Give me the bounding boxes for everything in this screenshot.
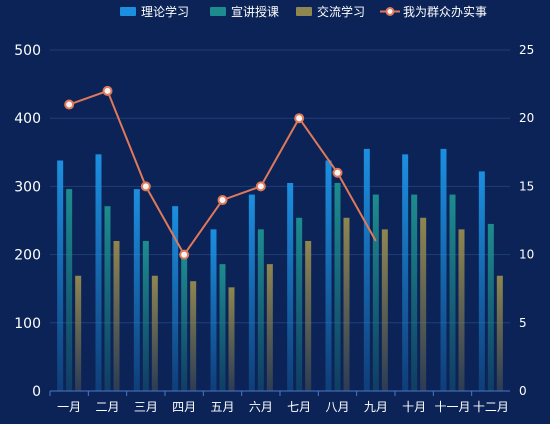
legend-item[interactable]: 理论学习 <box>120 4 189 19</box>
bar-交流学习-一月[interactable] <box>75 275 82 391</box>
y-left-tick-label: 0 <box>32 384 41 400</box>
bar-宣讲授课-五月[interactable] <box>219 264 226 391</box>
legend-label: 我为群众办实事 <box>403 4 487 19</box>
point-我为群众办实事-七月[interactable] <box>294 113 305 124</box>
bar-交流学习-三月[interactable] <box>151 275 158 391</box>
y-right-tick-label: 25 <box>519 43 534 57</box>
legend: 理论学习 宣讲授课 交流学习 我为群众办实事 <box>120 4 487 19</box>
x-tick-label: 十月 <box>402 400 426 414</box>
legend-swatch <box>296 7 312 16</box>
point-我为群众办实事-三月[interactable] <box>140 181 151 192</box>
bar-宣讲授课-九月[interactable] <box>372 194 379 391</box>
bar-理论学习-五月[interactable] <box>210 229 217 391</box>
y-right-tick-label: 5 <box>519 316 527 330</box>
x-tick-label: 三月 <box>134 400 158 414</box>
y-left-tick-label: 400 <box>14 111 41 127</box>
bar-宣讲授课-十二月[interactable] <box>487 223 494 391</box>
bar-理论学习-二月[interactable] <box>95 154 102 391</box>
bar-交流学习-二月[interactable] <box>113 240 120 391</box>
legend-item[interactable]: 宣讲授课 <box>210 4 279 19</box>
bar-宣讲授课-十月[interactable] <box>411 194 418 391</box>
bar-理论学习-三月[interactable] <box>133 189 140 391</box>
bar-交流学习-九月[interactable] <box>381 229 388 391</box>
y-right-tick-label: 10 <box>519 248 534 262</box>
legend-label: 宣讲授课 <box>231 4 279 19</box>
bar-宣讲授课-八月[interactable] <box>334 182 341 391</box>
point-我为群众办实事-四月[interactable] <box>179 249 190 260</box>
bar-宣讲授课-三月[interactable] <box>142 240 149 391</box>
bar-交流学习-六月[interactable] <box>266 264 273 391</box>
legend-item[interactable]: 我为群众办实事 <box>380 4 487 19</box>
x-tick-label: 五月 <box>210 400 234 414</box>
point-我为群众办实事-二月[interactable] <box>102 85 113 96</box>
bar-交流学习-四月[interactable] <box>190 281 197 391</box>
legend-label: 交流学习 <box>317 4 365 19</box>
bar-理论学习-六月[interactable] <box>248 194 255 391</box>
line-layer <box>64 85 377 260</box>
bar-理论学习-一月[interactable] <box>57 160 64 391</box>
bar-理论学习-十一月[interactable] <box>440 148 447 391</box>
x-tick-label: 六月 <box>249 400 273 414</box>
bar-理论学习-四月[interactable] <box>172 206 179 391</box>
y-left-tick-label: 500 <box>14 43 41 59</box>
y-left-tick-label: 300 <box>14 179 41 195</box>
legend-label: 理论学习 <box>141 4 189 19</box>
bar-宣讲授课-四月[interactable] <box>181 254 188 391</box>
bar-交流学习-十一月[interactable] <box>458 229 465 391</box>
legend-swatch <box>120 7 136 16</box>
point-我为群众办实事-五月[interactable] <box>217 195 228 206</box>
y-right-tick-label: 20 <box>519 111 534 125</box>
bar-理论学习-八月[interactable] <box>325 160 332 391</box>
bar-宣讲授课-二月[interactable] <box>104 206 111 391</box>
bar-交流学习-五月[interactable] <box>228 287 235 391</box>
legend-marker <box>385 7 395 16</box>
legend-item[interactable]: 交流学习 <box>296 4 365 19</box>
point-我为群众办实事-六月[interactable] <box>255 181 266 192</box>
bar-交流学习-十二月[interactable] <box>496 275 503 391</box>
bar-交流学习-七月[interactable] <box>305 240 312 391</box>
legend-swatch <box>210 7 226 16</box>
bar-理论学习-十二月[interactable] <box>478 171 485 391</box>
y-left-tick-label: 200 <box>14 248 41 264</box>
x-tick-label: 十一月 <box>434 400 470 414</box>
bar-宣讲授课-七月[interactable] <box>296 217 303 391</box>
y-right-tick-label: 0 <box>519 384 527 398</box>
bar-layer <box>57 148 503 391</box>
y-right-tick-label: 15 <box>519 179 534 193</box>
bar-宣讲授课-六月[interactable] <box>257 229 264 391</box>
x-tick-label: 四月 <box>172 400 196 414</box>
bar-交流学习-八月[interactable] <box>343 217 350 391</box>
x-tick-label: 十二月 <box>473 400 509 414</box>
point-我为群众办实事-一月[interactable] <box>64 99 75 110</box>
bar-理论学习-九月[interactable] <box>363 148 370 391</box>
bar-宣讲授课-十一月[interactable] <box>449 194 456 391</box>
point-我为群众办实事-八月[interactable] <box>332 167 343 178</box>
x-tick-label: 九月 <box>364 400 388 414</box>
y-left-tick-label: 100 <box>14 316 41 332</box>
x-tick-label: 八月 <box>325 400 349 414</box>
bar-交流学习-十月[interactable] <box>420 217 427 391</box>
bar-理论学习-十月[interactable] <box>402 154 409 391</box>
x-tick-label: 七月 <box>287 400 311 414</box>
bar-宣讲授课-一月[interactable] <box>66 189 73 391</box>
x-tick-label: 二月 <box>95 400 119 414</box>
axis-layer: 0 100 200 300 400 500 0 5 10 15 20 25 一月 二月 三月 四月 五月 六月 七月… <box>14 43 534 414</box>
grid-layer <box>50 49 510 324</box>
bar-理论学习-七月[interactable] <box>287 182 294 391</box>
x-tick-label: 一月 <box>57 400 81 414</box>
